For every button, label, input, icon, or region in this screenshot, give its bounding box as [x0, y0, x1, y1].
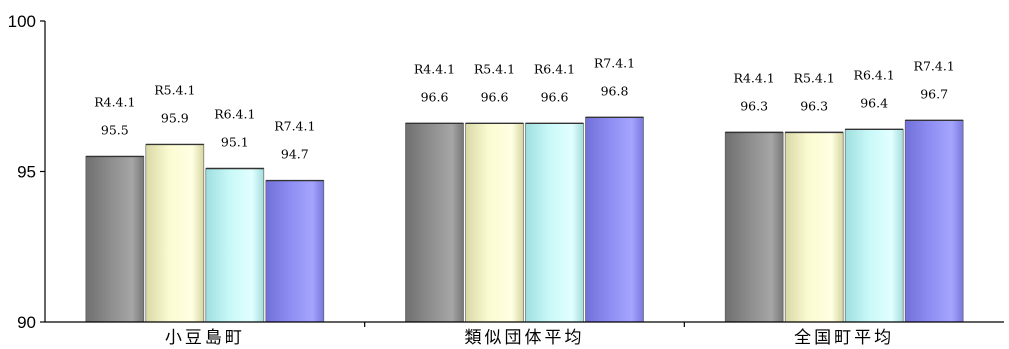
data-label-value: 96.7 [920, 86, 948, 101]
data-label-series: R7.4.1 [914, 58, 955, 73]
data-label-value: 96.6 [421, 89, 449, 104]
category-label: 類似団体平均 [465, 328, 585, 348]
data-label-series: R6.4.1 [534, 61, 575, 76]
data-label-value: 96.3 [800, 98, 828, 113]
bar-r4-4-1-2 [724, 132, 784, 323]
bar-r7-4-1-0 [265, 180, 325, 323]
bar-r7-4-1-1 [585, 117, 644, 323]
data-label-series: R5.4.1 [154, 82, 195, 97]
category-label: 小豆島町 [165, 328, 245, 348]
bar-r5-4-1-1 [465, 123, 524, 323]
data-label-value: 96.6 [481, 89, 509, 104]
data-label-series: R6.4.1 [214, 106, 255, 121]
data-label-value: 96.8 [601, 83, 629, 98]
category-label: 全国町平均 [794, 328, 894, 348]
data-label-series: R4.4.1 [734, 70, 775, 85]
y-tick-label: 95 [17, 163, 36, 182]
data-label-series: R5.4.1 [794, 70, 835, 85]
bar-r4-4-1-0 [85, 156, 145, 323]
data-label-value: 95.1 [221, 134, 249, 149]
data-label-series: R4.4.1 [94, 94, 135, 109]
data-label-series: R7.4.1 [594, 55, 635, 70]
bar-r5-4-1-2 [784, 132, 844, 323]
data-label-series: R4.4.1 [414, 61, 455, 76]
data-labels: 95.5 R4.4.1 95.9 R5.4.1 95.1 R6.4.1 94.7 R7.4.1… [94, 55, 955, 161]
bars [85, 116, 964, 323]
bar-r6-4-1-0 [205, 168, 265, 323]
bar-r4-4-1-1 [405, 123, 464, 323]
data-label-series: R6.4.1 [854, 67, 895, 82]
y-tick-label: 100 [8, 12, 36, 31]
bar-r7-4-1-2 [904, 120, 964, 323]
data-label-value: 96.6 [541, 89, 569, 104]
data-label-value: 95.5 [101, 122, 129, 137]
bar-r5-4-1-0 [145, 144, 205, 323]
data-label-value: 95.9 [161, 110, 189, 125]
data-label-series: R7.4.1 [274, 119, 315, 134]
axes: 90 95 100 小豆島町 類似団体平均 全国町平均 [8, 12, 1004, 348]
data-label-value: 94.7 [281, 147, 309, 162]
bar-r6-4-1-2 [844, 129, 904, 323]
data-label-value: 96.4 [860, 95, 888, 110]
y-tick-label: 90 [17, 313, 36, 332]
data-label-series: R5.4.1 [474, 61, 515, 76]
data-label-value: 96.3 [740, 98, 768, 113]
bar-r6-4-1-1 [525, 123, 584, 323]
